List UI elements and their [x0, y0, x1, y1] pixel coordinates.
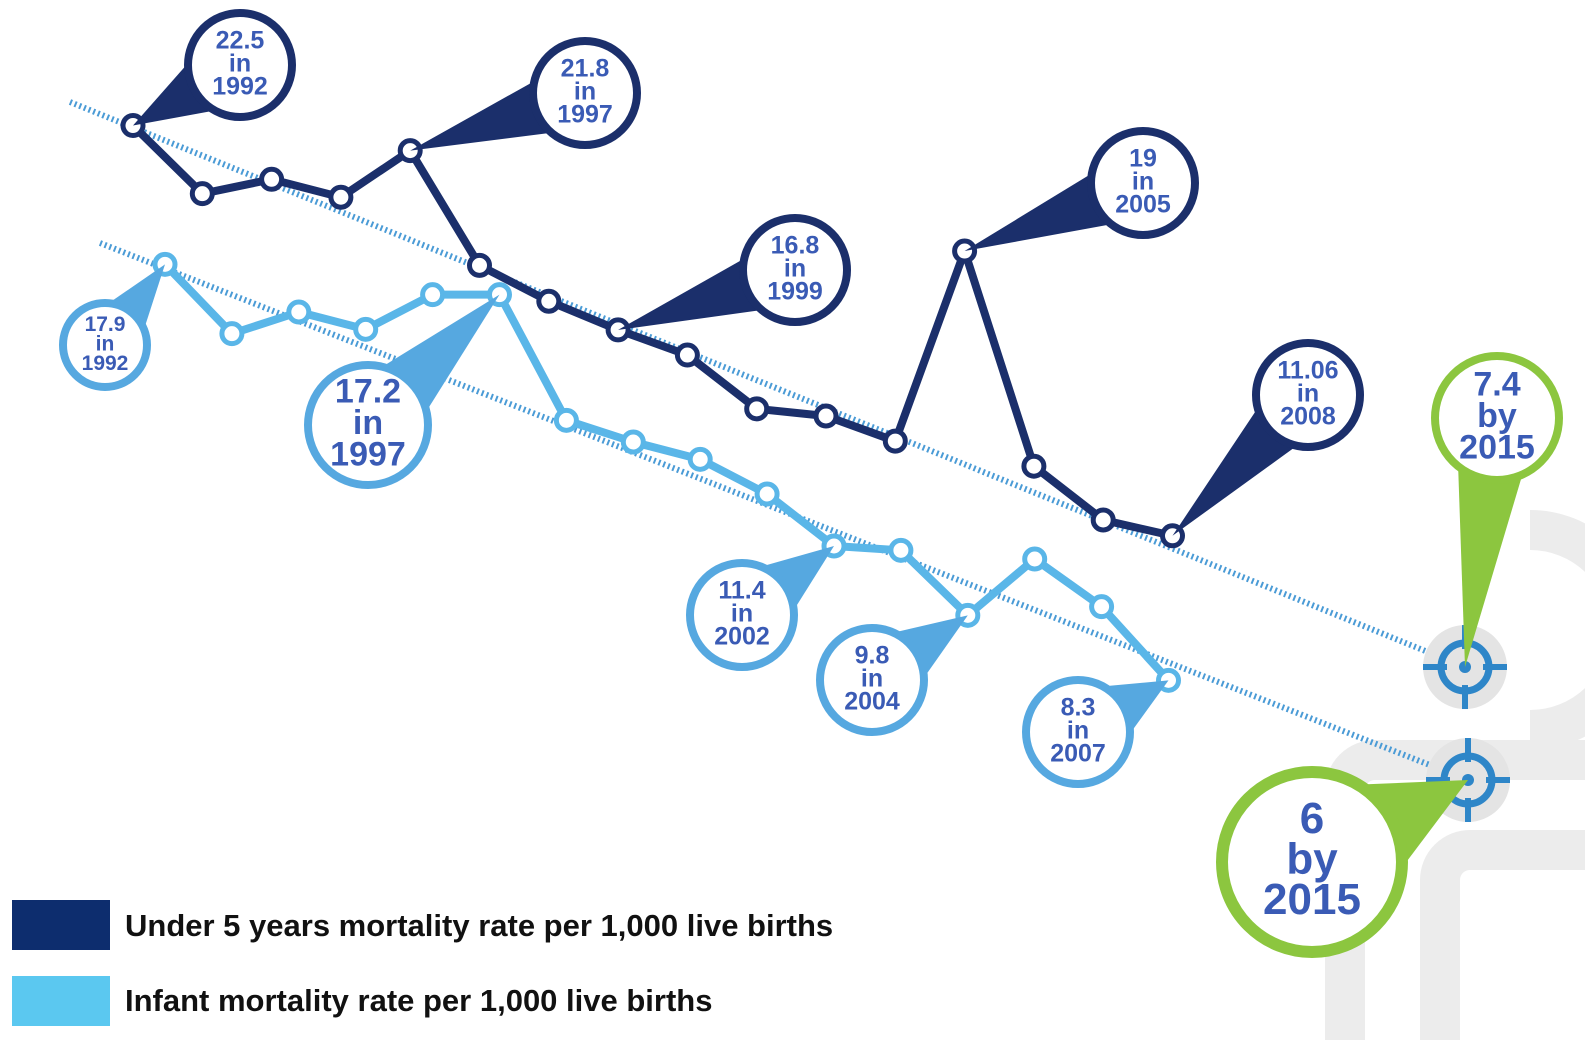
callout-label: 22.5 [216, 27, 265, 55]
data-point [674, 342, 700, 368]
legend-swatch [12, 976, 110, 1026]
callout-label: 2015 [1263, 875, 1361, 924]
callout-label: 11.06 [1277, 357, 1338, 385]
data-point [219, 321, 245, 347]
legend-swatch [12, 900, 110, 950]
legend: Under 5 years mortality rate per 1,000 l… [12, 900, 833, 1026]
callout-label: in [1297, 380, 1319, 408]
callout-pointer [618, 258, 762, 330]
callout-bubble [1431, 352, 1563, 484]
callout-label: 1997 [330, 435, 406, 473]
callout-label: 6 [1300, 794, 1324, 843]
data-point [328, 184, 354, 210]
callout-label: 17.9 [85, 313, 126, 336]
data-point [1089, 594, 1115, 620]
data-point [888, 537, 914, 563]
callout-pointer [1458, 466, 1523, 668]
callout-bubble [739, 214, 851, 326]
callout-label: in [1067, 717, 1089, 745]
callout-label: 19 [1129, 145, 1157, 173]
callout-label: 2005 [1115, 191, 1171, 219]
callout-bubble [1216, 766, 1408, 958]
data-point [1090, 507, 1116, 533]
callout-label: in [731, 600, 753, 628]
series-line [162, 261, 1172, 684]
callout-label: 7.4 [1473, 366, 1520, 404]
callout-label: 1997 [557, 101, 613, 129]
series-line [130, 122, 1174, 540]
callout-label: in [861, 665, 883, 693]
data-point [259, 166, 285, 192]
callout-bubble [529, 37, 641, 149]
callout-label: in [353, 404, 383, 442]
callout-label: 2002 [714, 623, 770, 651]
data-point [536, 288, 562, 314]
callout-bubble [1022, 676, 1134, 788]
callout-pointer [761, 546, 834, 611]
callout-label: 9.8 [855, 642, 890, 670]
callout-label: in [1132, 168, 1154, 196]
callout-bubble [816, 624, 928, 736]
legend-label: Infant mortality rate per 1,000 live bir… [125, 983, 712, 1018]
data-point [189, 181, 215, 207]
callout-label: by [1477, 397, 1517, 435]
callout-pointer [964, 173, 1112, 252]
data-point [467, 252, 492, 278]
data-point [620, 429, 646, 455]
callout-bubble [304, 361, 432, 489]
callout-pointer [1172, 408, 1297, 536]
callout-label: 21.8 [561, 55, 610, 83]
callout-bubble [184, 9, 296, 121]
legend-label: Under 5 years mortality rate per 1,000 l… [125, 908, 833, 943]
data-point [813, 403, 839, 429]
data-point [754, 481, 780, 507]
callout-label: 1992 [212, 73, 268, 101]
data-point [420, 282, 446, 308]
callout-label: in [229, 50, 251, 78]
data-point [882, 428, 908, 454]
callout-pointer [1103, 680, 1169, 734]
data-point [353, 316, 379, 342]
callout-label: 1992 [82, 352, 129, 375]
callout-label: 2004 [844, 688, 900, 716]
data-point [744, 396, 770, 422]
data-point [286, 299, 312, 325]
callout-label: in [574, 78, 596, 106]
callout-label: 2015 [1459, 428, 1535, 466]
series: 22.5in199221.8in199716.8in199919in200511… [68, 9, 1563, 710]
callout-label: by [1286, 835, 1338, 884]
trend-line [68, 99, 1467, 670]
callout-label: 2007 [1050, 740, 1106, 768]
callout-bubble [686, 559, 798, 671]
callout-label: 11.4 [718, 577, 765, 605]
callout-label: 8.3 [1061, 694, 1096, 722]
data-point [1021, 453, 1047, 479]
callout-pointer [893, 615, 968, 678]
callout-pointer [410, 81, 552, 151]
data-point [553, 407, 579, 433]
callout-bubble [1252, 339, 1364, 451]
data-point [687, 446, 713, 472]
data-point [1022, 546, 1048, 572]
callout-label: 2008 [1280, 403, 1336, 431]
callout-label: in [784, 255, 806, 283]
callout-bubble [1087, 127, 1199, 239]
callout-label: 1999 [767, 278, 823, 306]
callout-label: 16.8 [771, 232, 820, 260]
callout-label: 17.2 [335, 373, 401, 411]
callout-bubble [59, 299, 151, 391]
callout-label: in [96, 333, 115, 356]
